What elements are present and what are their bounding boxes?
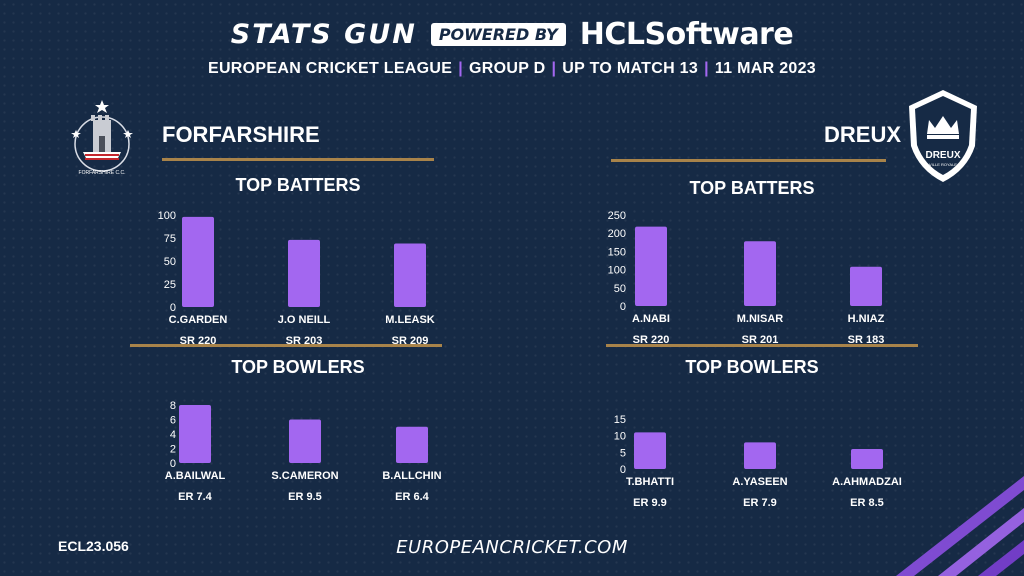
y-tick-label: 6 [170,415,176,427]
stat-label: ER 7.4 [178,491,213,503]
dreux-logo-icon: DREUX VILLE ROYALE [909,90,977,182]
y-tick-label: 8 [170,400,176,412]
footer-code: ECL23.056 [58,538,129,554]
league-name: EUROPEAN CRICKET LEAGUE [207,60,453,77]
logo-text: FORFARSHIRE C.C. [79,170,126,176]
bar [288,239,320,307]
match-label: UP TO MATCH 13 [562,60,699,77]
separator: | [458,60,464,77]
category-label: T.BHATTI [626,476,674,488]
y-tick-label: 150 [608,246,626,258]
y-tick-label: 15 [614,414,626,426]
stat-label: SR 220 [633,334,670,346]
right-section-divider [606,344,918,347]
stat-label: ER 7.9 [743,497,777,509]
y-tick-label: 2 [170,444,176,456]
sponsor-logo: HCLSoftware [579,16,794,52]
stat-label: SR 183 [848,334,885,346]
powered-by-badge: POWERED BY [430,22,566,46]
bar [851,449,883,469]
right-bowlers-title: TOP BOWLERS [685,357,819,377]
stat-label: SR 203 [286,335,323,347]
category-label: A.BAILWAL [165,470,226,482]
stat-label: SR 220 [180,335,217,347]
right-team-divider [611,159,886,162]
category-label: J.O NEILL [278,314,331,326]
brand-title: STATS GUN [230,18,417,50]
left-section-divider [130,344,442,347]
bar [635,226,667,306]
date-label: 11 MAR 2023 [714,60,816,77]
category-label: B.ALLCHIN [382,470,441,482]
left-batters-chart: 0 25 50 75 100 C.GARDEN SR 220 J.O NEILL SR 203 M… [158,210,435,347]
category-label: A.NABI [632,313,670,325]
stat-label: ER 6.4 [395,491,430,503]
header: STATS GUN POWERED BY HCLSoftware EUROPEA… [0,14,1024,78]
bar [850,266,882,306]
y-tick-label: 50 [164,256,176,268]
bar [289,419,321,463]
y-tick-label: 75 [164,233,176,245]
y-tick-label: 100 [158,210,176,222]
category-label: A.YASEEN [732,476,787,488]
y-tick-label: 0 [620,464,626,476]
left-bowlers-chart: 0 2 4 6 8 A.BAILWAL ER 7.4 S.CAMERON ER 9.5 B.ALL… [165,400,442,503]
y-tick-label: 0 [620,301,626,313]
category-label: S.CAMERON [271,470,338,482]
bar [744,442,776,469]
bar [396,426,428,463]
stat-label: SR 201 [742,334,779,346]
footer-website-link[interactable]: EUROPEANCRICKET.COM [396,537,628,558]
decorative-stripes-icon [896,476,1024,576]
separator: | [551,60,557,77]
y-tick-label: 200 [608,228,626,240]
stat-label: ER 8.5 [850,497,884,509]
y-tick-label: 25 [164,279,176,291]
right-batters-title: TOP BATTERS [689,178,815,198]
left-team-divider [162,158,434,161]
forfarshire-logo-icon: FORFARSHIRE C.C. [71,100,133,176]
y-tick-label: 250 [608,210,626,222]
y-tick-label: 4 [170,429,176,441]
right-batters-chart: 0 50 100 150 200 250 A.NABI SR 220 M.NISAR SR 201… [608,210,885,346]
bar [744,241,776,306]
left-team-name: FORFARSHIRE [162,122,320,147]
y-tick-label: 100 [608,265,626,277]
brand-row: STATS GUN POWERED BY HCLSoftware [0,14,1024,54]
bar [179,405,211,463]
left-batters-title: TOP BATTERS [235,175,361,195]
separator: | [704,60,709,77]
bar [634,432,666,469]
stat-label: ER 9.5 [288,491,322,503]
bar [394,243,426,307]
stat-label: ER 9.9 [633,497,667,509]
category-label: A.AHMADZAI [832,476,902,488]
subtitle: EUROPEAN CRICKET LEAGUE | GROUP D | UP TO MA… [0,60,1024,78]
category-label: M.LEASK [385,314,435,326]
bar [182,216,214,307]
category-label: C.GARDEN [169,314,228,326]
logo-subtext: VILLE ROYALE [929,162,957,167]
y-tick-label: 50 [614,283,626,295]
y-tick-label: 5 [620,447,626,459]
y-tick-label: 0 [170,302,176,314]
y-tick-label: 10 [614,431,626,443]
stat-label: SR 209 [392,335,429,347]
right-bowlers-chart: 0 5 10 15 T.BHATTI ER 9.9 A.YASEEN ER 7.9 A.AHMA… [614,414,902,509]
left-bowlers-title: TOP BOWLERS [231,357,365,377]
right-team-name: DREUX [824,122,902,147]
category-label: H.NIAZ [848,313,885,325]
group-label: GROUP D [469,60,546,77]
category-label: M.NISAR [737,313,784,325]
y-tick-label: 0 [170,458,176,470]
logo-text: DREUX [925,150,960,161]
